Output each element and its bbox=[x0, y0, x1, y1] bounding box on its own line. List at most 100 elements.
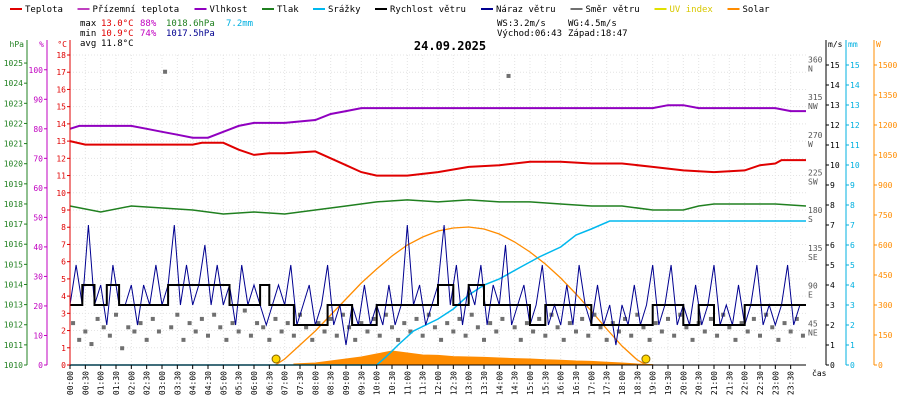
wind-dir-point-114 bbox=[770, 325, 775, 330]
wind-dir-point-4 bbox=[95, 316, 100, 321]
stat-min-press: 1017.5hPa bbox=[166, 29, 215, 39]
wind-tick-label-14: 14 bbox=[830, 81, 840, 90]
wind-dir-point-42 bbox=[328, 316, 333, 321]
wind-dir-point-92 bbox=[635, 312, 640, 317]
wind-info-block: WS:3.2m/s WG:4.5m/s Východ:06:43 Západ:1… bbox=[497, 19, 628, 39]
legend-label-3: Tlak bbox=[277, 5, 299, 15]
wind-dir-point-82 bbox=[574, 329, 578, 334]
wind-dir-point-118 bbox=[794, 316, 799, 321]
temp-tick-label-7: 7 bbox=[61, 240, 66, 249]
w-axis-unit: W bbox=[876, 40, 881, 49]
wind-dir-point-76 bbox=[537, 316, 542, 321]
wind-dir-point-109 bbox=[739, 321, 744, 326]
hpa-tick-label-14: 1024 bbox=[4, 79, 23, 88]
temp-tick-label-10: 10 bbox=[56, 189, 66, 198]
pct-tick-label-0: 0 bbox=[38, 361, 43, 370]
mm-axis-unit: mm bbox=[848, 40, 858, 49]
wind-dir-point-7 bbox=[114, 312, 118, 317]
hpa-tick-label-12: 1022 bbox=[4, 119, 23, 128]
wind-dir-point-46 bbox=[353, 337, 358, 342]
temp-tick-label-8: 8 bbox=[61, 223, 66, 232]
time-tick-label-20: 10:00 bbox=[373, 371, 382, 395]
dir-deg-7: 360 bbox=[808, 55, 823, 64]
legend-label-1: Přízemní teplota bbox=[93, 5, 180, 15]
w-tick-label-2: 300 bbox=[878, 301, 893, 310]
stat-min-temp: 10.9°C bbox=[101, 29, 134, 39]
wind-tick-label-0: 0 bbox=[830, 361, 835, 370]
sunrise-time: Východ:06:43 bbox=[497, 29, 562, 39]
w-tick-label-9: 1350 bbox=[878, 91, 897, 100]
pct-tick-label-9: 90 bbox=[33, 95, 43, 104]
wind-dir-point-115 bbox=[776, 337, 781, 342]
wind-dir-point-6 bbox=[107, 333, 112, 338]
hpa-tick-label-2: 1012 bbox=[4, 321, 23, 330]
wind-dir-point-68 bbox=[488, 321, 493, 326]
w-tick-label-4: 600 bbox=[878, 241, 893, 250]
mm-tick-label-11: 11 bbox=[850, 141, 860, 150]
time-tick-label-46: 23:00 bbox=[771, 371, 780, 395]
stat-min-hum: 74% bbox=[140, 29, 157, 39]
wind-dir-point-15 bbox=[163, 69, 168, 74]
temp-tick-label-5: 5 bbox=[61, 275, 66, 284]
wind-dir-point-91 bbox=[629, 333, 634, 338]
wind-tick-label-2: 2 bbox=[830, 321, 835, 330]
time-tick-label-29: 14:30 bbox=[511, 371, 520, 395]
mm-tick-label-1: 1 bbox=[850, 341, 855, 350]
wind-dir-point-110 bbox=[745, 329, 750, 334]
hpa-tick-label-15: 1025 bbox=[4, 59, 23, 68]
chart-title: 24.09.2025 bbox=[414, 39, 486, 53]
temp-tick-label-13: 13 bbox=[56, 137, 66, 146]
wind-dir-point-107 bbox=[727, 325, 732, 330]
stat-min-label: min bbox=[80, 29, 96, 39]
wind-tick-label-10: 10 bbox=[830, 161, 840, 170]
wind-dir-point-25 bbox=[224, 337, 229, 342]
humidity-line bbox=[69, 104, 806, 139]
wind-dir-point-19 bbox=[187, 321, 192, 326]
dir-label-5: W bbox=[808, 140, 813, 149]
wind-dir-point-39 bbox=[310, 337, 315, 342]
temp-tick-label-6: 6 bbox=[61, 258, 66, 267]
wind-dir-point-21 bbox=[199, 316, 204, 321]
mm-tick-label-15: 15 bbox=[850, 61, 860, 70]
solar-series bbox=[275, 226, 654, 366]
wind-dir-point-18 bbox=[181, 337, 186, 342]
wind-dir-point-40 bbox=[316, 321, 321, 326]
mm-tick-label-13: 13 bbox=[850, 101, 860, 110]
time-tick-label-24: 12:00 bbox=[434, 371, 443, 395]
wind-dir-point-55 bbox=[408, 329, 413, 334]
wind-dir-point-57 bbox=[420, 333, 425, 338]
wind-dir-point-44 bbox=[340, 312, 345, 317]
wind-dir-point-98 bbox=[672, 333, 677, 338]
w-tick-label-5: 750 bbox=[878, 211, 893, 220]
mm-tick-label-14: 14 bbox=[850, 81, 860, 90]
wind-dir-point-112 bbox=[758, 333, 762, 338]
stat-max-hum: 88% bbox=[140, 19, 157, 29]
wind-dir-point-22 bbox=[206, 333, 210, 338]
time-tick-label-25: 12:30 bbox=[449, 371, 458, 395]
wind-dir-point-5 bbox=[101, 325, 106, 330]
time-tick-label-23: 11:30 bbox=[419, 371, 428, 395]
wind-tick-label-15: 15 bbox=[830, 61, 840, 70]
wind-dir-point-13 bbox=[150, 316, 155, 321]
wind-dir-point-28 bbox=[242, 308, 247, 313]
wind-dir-point-65 bbox=[469, 312, 474, 317]
dir-label-1: E bbox=[808, 291, 813, 300]
wind-dir-point-11 bbox=[138, 321, 143, 326]
temp-tick-label-1: 1 bbox=[61, 344, 66, 353]
stat-max-temp: 13.0°C bbox=[101, 19, 134, 29]
mm-tick-label-3: 3 bbox=[850, 301, 855, 310]
time-tick-label-38: 19:00 bbox=[649, 371, 658, 395]
sunset-time: Západ:18:47 bbox=[568, 29, 628, 39]
time-tick-label-27: 13:30 bbox=[480, 371, 489, 395]
time-tick-label-47: 23:30 bbox=[787, 371, 796, 395]
time-tick-label-9: 04:30 bbox=[204, 371, 213, 395]
wind-dir-point-8 bbox=[120, 346, 125, 351]
dir-deg-4: 225 bbox=[808, 168, 823, 177]
wind-dir-point-34 bbox=[279, 329, 284, 334]
wind-dir-point-26 bbox=[230, 321, 235, 326]
pct-tick-label-6: 60 bbox=[33, 184, 43, 193]
time-tick-label-31: 15:30 bbox=[541, 371, 550, 395]
wind-tick-label-5: 5 bbox=[830, 261, 835, 270]
dir-deg-3: 180 bbox=[808, 206, 823, 215]
